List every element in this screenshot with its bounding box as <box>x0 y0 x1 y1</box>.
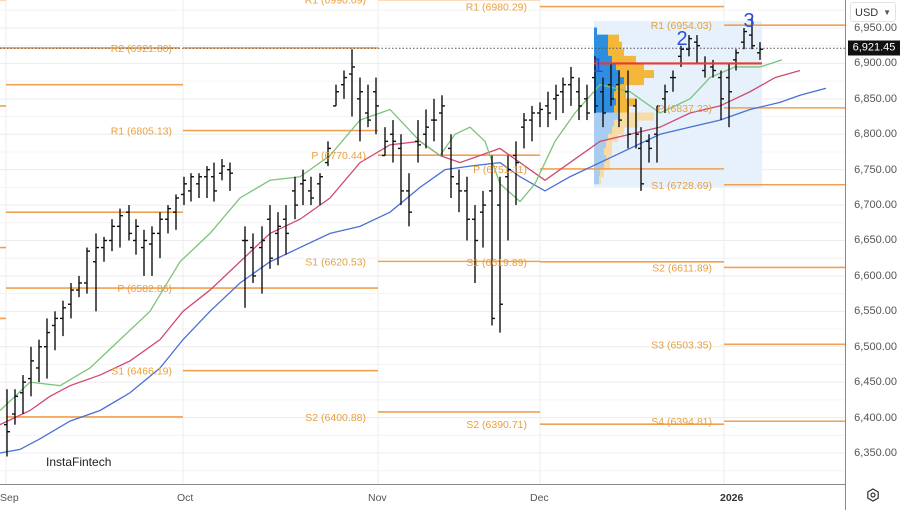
elliott-wave-label: 3 <box>743 10 754 32</box>
pivot-level-label: R1 (6805.13) <box>111 126 172 138</box>
price-axis[interactable]: USD ▼ 6,950.00 6,900.00 6,850.00 6,800.00 6,… <box>845 0 900 510</box>
volume-bar-sell <box>614 91 626 100</box>
volume-bar-buy <box>594 140 606 149</box>
volume-bar-buy <box>594 155 606 164</box>
price-tick-label: 6,950.00 <box>854 22 897 34</box>
price-tick-label: 6,800.00 <box>854 128 897 141</box>
elliott-wave-label: 2 <box>676 28 687 50</box>
pivot-level-label: S2 (6400.88) <box>305 412 366 424</box>
pivot-level-label: P (6770.44) <box>311 150 366 162</box>
volume-bar-sell <box>624 77 644 86</box>
price-tick-label: 6,850.00 <box>854 92 897 105</box>
volume-bar-buy <box>594 162 604 171</box>
chart-canvas[interactable]: R2 (6921.80) R1 (6805.13) P (6582.86) S1 (6… <box>0 0 845 489</box>
volume-bar-buy <box>594 41 608 50</box>
pivot-level-label: S1 (6728.69) <box>651 180 712 192</box>
volume-bar-sell <box>604 162 610 171</box>
elliott-wave-label: 1 <box>592 55 603 77</box>
price-chart[interactable]: R2 (6921.80) R1 (6805.13) P (6582.86) S1 (6… <box>0 0 845 489</box>
pivot-level-label: S1 (6620.53) <box>305 256 366 268</box>
pivot-level-label: S2 (6611.89) <box>652 262 712 274</box>
volume-bar-sell <box>612 126 624 135</box>
volume-bar-sell <box>608 48 624 57</box>
price-tick-label: 6,400.00 <box>854 411 897 424</box>
volume-bar-sell <box>620 70 654 79</box>
pivot-level-label: R1 (6954.03) <box>651 20 712 32</box>
time-tick-label: Nov <box>368 492 387 504</box>
moving-average-fast <box>0 59 783 411</box>
volume-bar-buy <box>594 98 616 107</box>
pivot-level-label: P (6837.23) <box>657 103 712 115</box>
price-tick-label: 6,650.00 <box>854 234 897 247</box>
volume-bar-buy <box>594 133 608 142</box>
price-tick-label: 6,600.00 <box>854 269 897 282</box>
time-tick-label: Dec <box>530 492 549 504</box>
pivot-level-label: S3 (6503.35) <box>651 339 712 351</box>
volume-bar-buy <box>594 84 616 93</box>
chevron-down-icon: ▼ <box>883 8 891 17</box>
pivot-level-label: R2 (6921.80) <box>111 43 172 55</box>
volume-bar-sell <box>608 41 622 50</box>
price-tick-label: 6,900.00 <box>854 57 897 70</box>
volume-bar-buy <box>594 70 620 79</box>
currency-label: USD <box>855 7 879 19</box>
volume-bar-sell <box>616 98 636 107</box>
pivot-level-label: S1 (6466.19) <box>111 366 172 378</box>
volume-bar-buy <box>594 176 599 185</box>
pivot-level-label: S2 (6390.71) <box>466 419 527 431</box>
volume-bar-sell <box>620 112 654 121</box>
currency-selector[interactable]: USD ▼ <box>850 2 896 22</box>
volume-bar-sell <box>600 169 604 178</box>
pivot-level-label: P (6582.86) <box>117 283 172 295</box>
volume-bar-sell <box>604 147 612 156</box>
volume-bar-sell <box>616 62 644 71</box>
pivot-level-label: S4 (6394.81) <box>651 416 712 428</box>
volume-bar-buy <box>594 62 616 71</box>
volume-bar-buy <box>594 126 612 135</box>
price-tick-label: 6,500.00 <box>854 340 897 353</box>
watermark-logo: InstaFintech <box>46 455 112 469</box>
time-tick-label: Sep <box>0 492 19 504</box>
price-tick-label: 6,750.00 <box>854 163 897 176</box>
last-price-badge: 6,921.45 <box>848 40 900 56</box>
time-tick-label: Oct <box>177 492 194 504</box>
pivot-level-label: S1 (6619.89) <box>466 257 527 269</box>
time-tick-label: 2026 <box>720 492 744 504</box>
volume-bar-buy <box>594 77 624 86</box>
moving-average-slow <box>0 87 827 454</box>
volume-bar-buy <box>594 91 614 100</box>
volume-bar-buy <box>594 34 608 43</box>
price-tick-label: 6,550.00 <box>854 305 897 318</box>
pivot-level-label: R1 (6990.09) <box>305 0 366 7</box>
price-tick-label: 6,450.00 <box>854 376 897 389</box>
volume-bar-buy <box>594 119 614 128</box>
pivot-level-label: R1 (6980.29) <box>466 2 527 14</box>
volume-bar-sell <box>612 55 636 64</box>
volume-bar-buy <box>594 48 608 57</box>
volume-bar-sell <box>614 105 629 114</box>
time-axis[interactable]: Sep Oct Nov Dec 2026 <box>0 484 845 511</box>
price-tick-label: 6,350.00 <box>854 446 897 459</box>
volume-bar-sell <box>599 176 601 185</box>
price-tick-label: 6,700.00 <box>854 199 897 212</box>
volume-bar-sell <box>616 84 626 93</box>
settings-icon[interactable] <box>866 488 880 502</box>
pivot-level-label: P (6751.11) <box>473 164 527 176</box>
volume-bar-buy <box>594 55 612 64</box>
volume-bar-sell <box>606 140 612 149</box>
volume-bar-buy <box>594 147 604 156</box>
volume-bar-sell <box>608 34 619 43</box>
volume-bar-buy <box>594 112 620 121</box>
volume-bar-buy <box>594 169 600 178</box>
volume-bar-sell <box>614 119 638 128</box>
volume-bar-buy <box>594 27 597 36</box>
volume-bar-buy <box>594 105 614 114</box>
